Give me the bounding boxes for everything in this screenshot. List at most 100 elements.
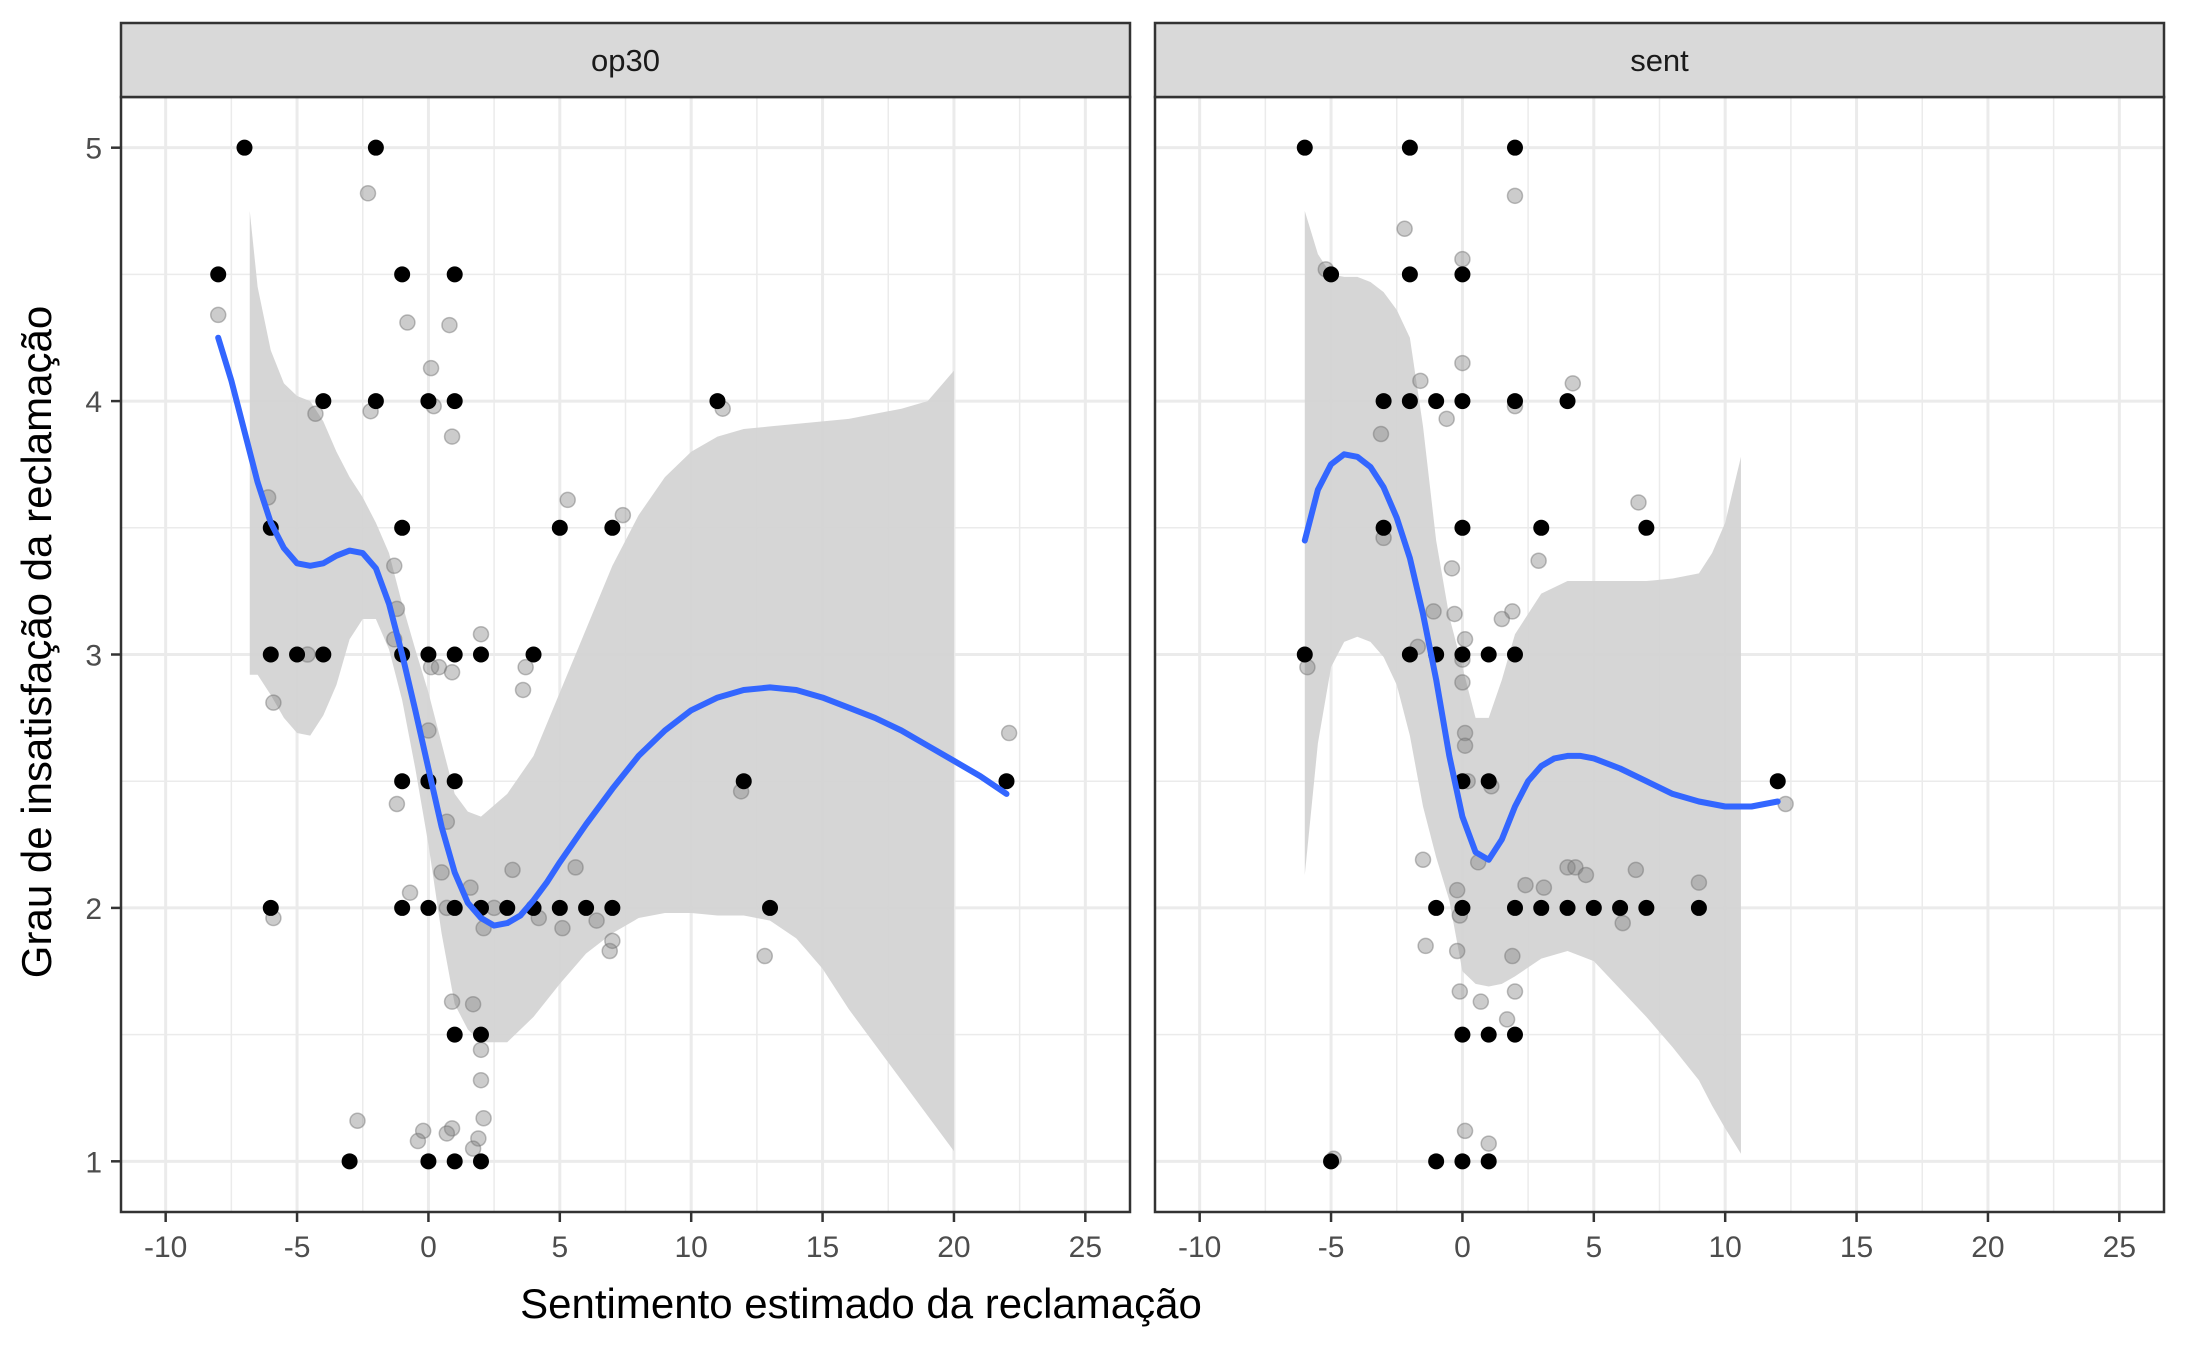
jitter-point xyxy=(475,1109,492,1127)
data-point xyxy=(604,519,621,536)
data-point xyxy=(1454,1153,1471,1170)
jitter-point xyxy=(1630,494,1647,511)
data-point xyxy=(1533,519,1550,536)
jitter-point xyxy=(470,1130,487,1147)
data-point xyxy=(446,1153,463,1170)
jitter-point xyxy=(401,884,419,901)
y-tick-label: 5 xyxy=(85,133,102,166)
jitter-point xyxy=(1627,861,1645,879)
y-tick-label: 1 xyxy=(85,1146,102,1179)
data-point xyxy=(1585,899,1602,916)
x-tick-label: -5 xyxy=(1318,1231,1345,1264)
x-tick-label: 25 xyxy=(2103,1231,2136,1264)
jitter-point xyxy=(1448,881,1466,899)
jitter-point xyxy=(604,932,621,950)
smooth-curve xyxy=(1301,451,1781,863)
jitter-point xyxy=(399,314,416,331)
x-tick-label: -10 xyxy=(144,1231,187,1264)
jitter-point xyxy=(1504,603,1521,620)
jitter-point xyxy=(1456,631,1474,648)
data-point xyxy=(394,266,411,283)
jitter-point xyxy=(559,491,576,509)
jitter-point xyxy=(517,658,534,676)
data-point xyxy=(1506,646,1523,663)
jitter-point xyxy=(1564,375,1582,392)
data-point xyxy=(446,646,463,663)
jitter-point xyxy=(433,864,450,881)
data-point xyxy=(1401,266,1418,283)
jitter-point xyxy=(409,1132,427,1150)
jitter-point xyxy=(1577,866,1595,884)
jitter-point xyxy=(307,405,324,423)
data-point xyxy=(709,393,726,410)
data-point xyxy=(1638,899,1655,916)
data-point xyxy=(446,266,463,283)
x-tick-label: 10 xyxy=(1709,1231,1742,1264)
facet-strip-label: sent xyxy=(1630,43,1689,78)
data-point xyxy=(394,773,411,790)
jitter-point xyxy=(756,947,774,965)
data-point xyxy=(1480,773,1497,790)
data-point xyxy=(394,899,411,916)
jitter-point xyxy=(472,625,490,643)
data-point xyxy=(604,899,621,916)
jitter-point xyxy=(1412,372,1429,390)
jitter-point xyxy=(1417,937,1434,955)
data-point xyxy=(394,519,411,536)
jitter-point xyxy=(1448,942,1466,960)
facet-strip xyxy=(1153,21,2166,99)
jitter-point xyxy=(443,1120,461,1137)
data-point xyxy=(1690,899,1707,916)
data-point xyxy=(1296,139,1313,156)
data-point xyxy=(1323,266,1340,283)
data-point xyxy=(551,899,568,916)
data-point xyxy=(1375,393,1392,410)
y-tick-label: 4 xyxy=(85,386,102,419)
data-point xyxy=(1375,519,1392,536)
jitter-point xyxy=(1530,552,1547,569)
jitter-point xyxy=(472,1041,490,1059)
data-point xyxy=(1533,899,1550,916)
jitter-point xyxy=(1456,724,1474,742)
data-point xyxy=(420,1153,437,1170)
jitter-point xyxy=(1614,914,1631,932)
data-point xyxy=(446,393,463,410)
jitter-point xyxy=(1559,859,1576,876)
x-tick-label: 15 xyxy=(806,1231,839,1264)
data-point xyxy=(1401,646,1418,663)
jitter-point xyxy=(438,1125,456,1142)
x-tick-label: 0 xyxy=(1454,1231,1471,1264)
data-point xyxy=(1638,519,1655,536)
facet-strip xyxy=(119,21,1132,99)
data-point xyxy=(472,646,489,663)
data-point xyxy=(1506,393,1523,410)
y-axis-title: Grau de insatisfação da reclamação xyxy=(13,306,60,978)
data-point xyxy=(367,139,384,156)
jitter-point xyxy=(443,428,461,445)
jitter-point xyxy=(601,942,618,960)
x-tick-label: 15 xyxy=(1840,1231,1873,1264)
data-point xyxy=(578,899,595,916)
jitter-point xyxy=(504,861,521,879)
data-point xyxy=(236,139,253,156)
jitter-point xyxy=(614,506,632,524)
data-point xyxy=(1401,139,1418,156)
y-tick-label: 3 xyxy=(85,640,102,673)
jitter-point xyxy=(1454,354,1471,372)
jitter-point xyxy=(514,681,532,699)
jitter-point xyxy=(554,919,571,937)
data-point xyxy=(446,899,463,916)
data-point xyxy=(1323,1153,1340,1170)
data-point xyxy=(1454,519,1471,536)
data-point xyxy=(1769,773,1786,790)
jitter-point xyxy=(1493,610,1511,628)
jitter-point xyxy=(1372,425,1390,443)
jitter-point xyxy=(359,185,377,202)
data-point xyxy=(1454,1026,1471,1043)
jitter-point xyxy=(464,1140,482,1157)
jitter-point xyxy=(1451,983,1469,1000)
jitter-point xyxy=(349,1112,366,1130)
jitter-point xyxy=(430,658,448,676)
jitter-point xyxy=(1690,874,1708,891)
